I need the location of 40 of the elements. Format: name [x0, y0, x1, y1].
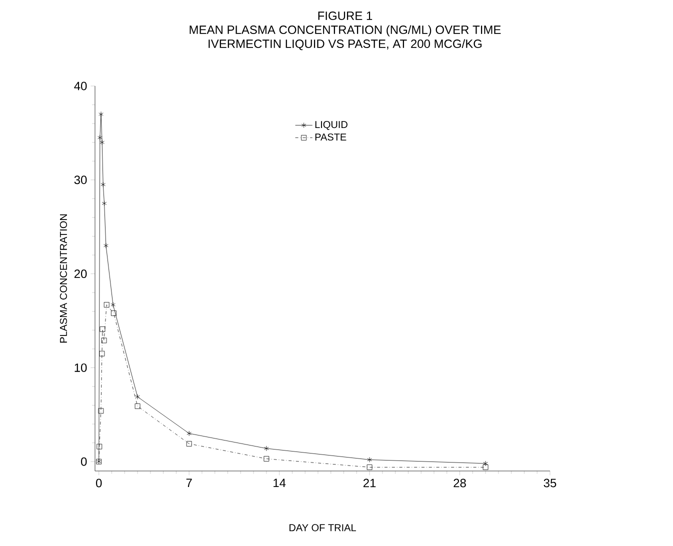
y-tick-label: 10	[74, 363, 87, 372]
point	[101, 338, 107, 344]
x-tick-label: 14	[274, 478, 286, 488]
point	[100, 182, 106, 188]
point	[110, 302, 116, 308]
legend-label: LIQUID	[315, 121, 348, 130]
chart-subtitle: MEAN PLASMA CONCENTRATION (NG/ML) OVER TIME	[190, 25, 501, 36]
point	[367, 457, 372, 462]
point	[264, 446, 269, 452]
point	[96, 444, 102, 450]
chart-title: FIGURE 1	[318, 12, 372, 20]
point	[186, 441, 192, 446]
y-tick-label: 30	[74, 176, 87, 184]
x-tick-label: 28	[454, 478, 466, 488]
x-tick-label: 35	[544, 478, 556, 488]
point	[104, 242, 108, 248]
text: IVERMECTIN LIQUID VS PASTE, AT 200 MCG/KG	[208, 39, 482, 50]
point	[98, 408, 104, 414]
point	[99, 350, 105, 356]
point	[482, 464, 488, 470]
point	[366, 464, 372, 470]
point	[135, 394, 140, 400]
y-tick-label: 0	[81, 457, 87, 466]
point	[264, 456, 270, 462]
y-axis-title: PLASMA CONCENTRATION	[60, 214, 67, 343]
point	[134, 403, 140, 409]
legend-label: PASTE	[315, 133, 346, 141]
point	[110, 310, 116, 316]
x-tick-label: 21	[363, 478, 376, 488]
point	[104, 302, 110, 308]
point	[98, 111, 104, 117]
x-axis-title: DAY OF TRIAL	[290, 524, 356, 532]
point	[483, 460, 488, 466]
x-tick-label: 7	[186, 478, 192, 488]
y-tick-label: 40	[74, 82, 87, 90]
point	[186, 430, 192, 436]
point	[102, 200, 107, 206]
x-tick-label: 0	[96, 478, 102, 488]
point	[100, 326, 106, 332]
y-tick-label: 20	[74, 270, 87, 278]
